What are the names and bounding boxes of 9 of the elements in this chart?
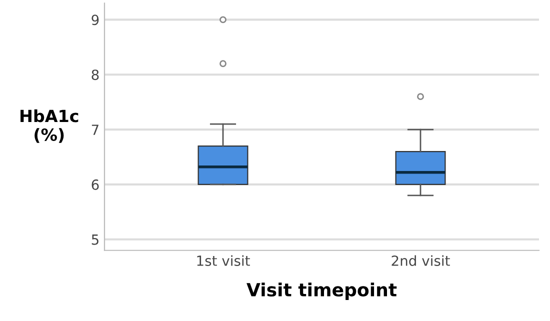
y-tick-label: 6 xyxy=(92,179,99,190)
y-axis-title: HbA1c (%) xyxy=(20,109,78,143)
y-tick-label: 9 xyxy=(92,14,99,26)
x-axis-title: Visit timepoint xyxy=(246,282,397,300)
x-tick-label: 2nd visit xyxy=(392,255,450,266)
y-tick-label: 7 xyxy=(92,124,98,135)
x-tick-label: 1st visit xyxy=(197,255,250,266)
y-tick-label: 5 xyxy=(92,234,98,245)
y-tick-label: 8 xyxy=(92,70,99,80)
